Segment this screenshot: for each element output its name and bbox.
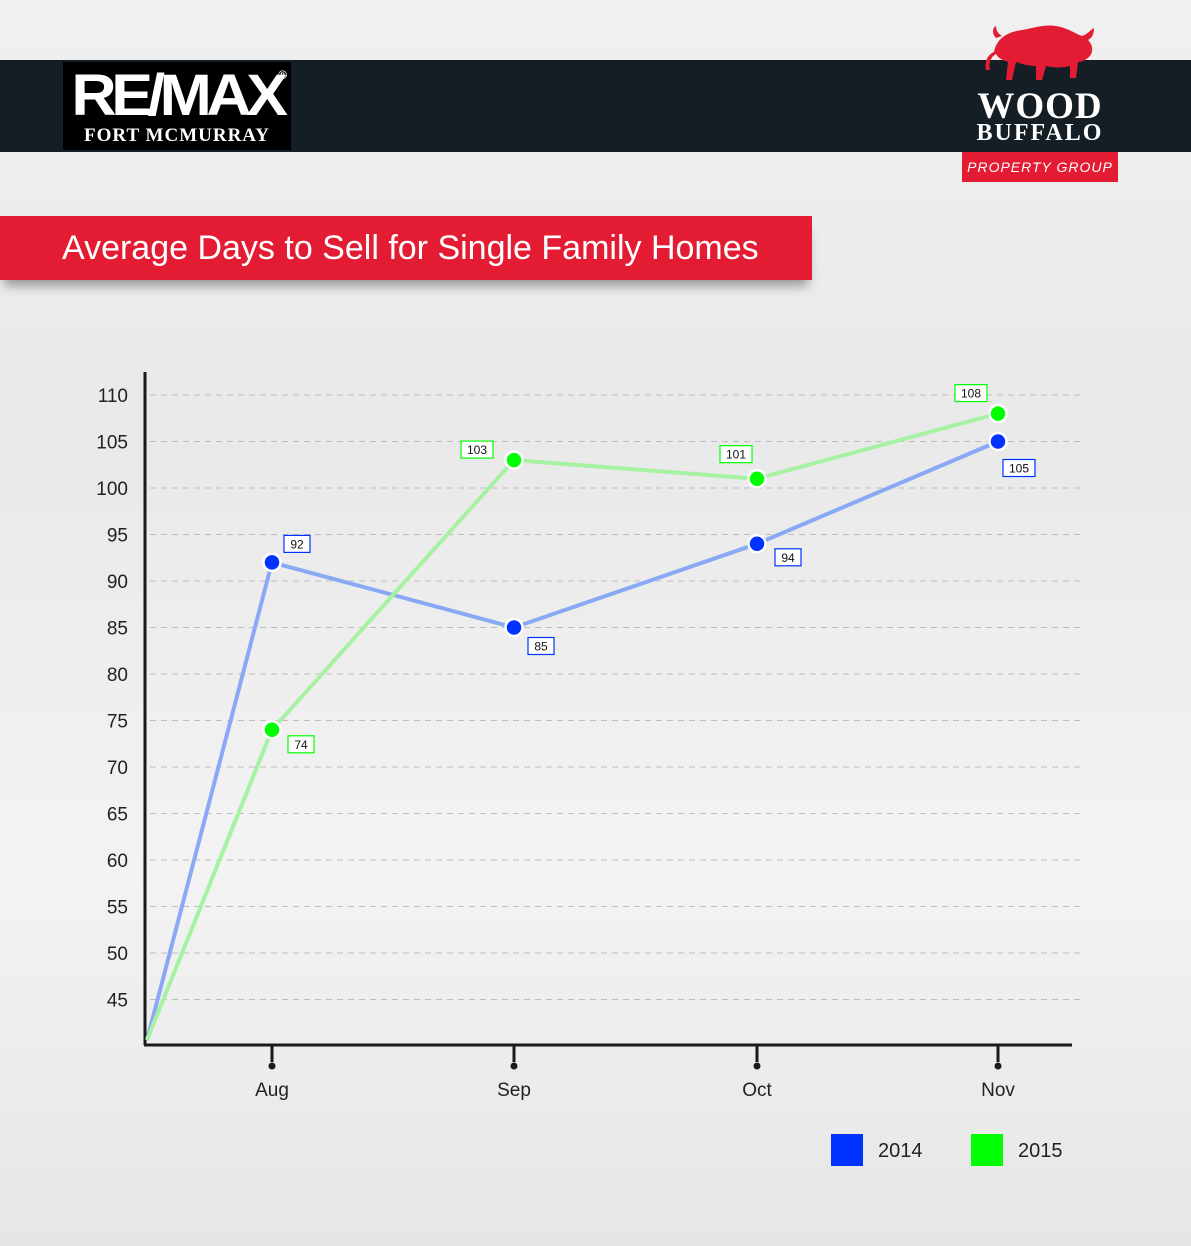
legend-swatch-2014: [831, 1134, 863, 1166]
legend-swatch-2015: [971, 1134, 1003, 1166]
data-label: 92: [290, 537, 304, 551]
y-tick-label: 55: [107, 898, 128, 919]
data-point-2015-Nov: [988, 403, 1008, 424]
y-tick-label: 60: [107, 851, 128, 872]
legend-label-2015: 2015: [1018, 1140, 1063, 1162]
x-tick-dot: [753, 1062, 761, 1070]
x-tick-label: Nov: [981, 1080, 1015, 1101]
data-label-box: [719, 445, 753, 464]
x-tick-label: Sep: [497, 1080, 531, 1101]
data-point-2015-Oct: [747, 468, 767, 489]
data-label: 103: [467, 443, 487, 457]
title-bar: Average Days to Sell for Single Family H…: [0, 216, 812, 280]
data-label: 74: [294, 738, 308, 752]
x-tick-dot: [994, 1062, 1002, 1070]
y-tick-label: 80: [107, 665, 128, 686]
y-tick-label: 85: [107, 619, 128, 640]
y-tick-label: 90: [107, 572, 128, 593]
x-tick-label: Aug: [255, 1080, 289, 1101]
property-group-badge: PROPERTY GROUP: [962, 152, 1118, 182]
remax-logo: RE/MAX ® FORT MCMURRAY: [63, 62, 291, 150]
y-tick-label: 95: [107, 526, 128, 547]
y-tick-label: 70: [107, 758, 128, 779]
legend-label-2014: 2014: [878, 1140, 923, 1162]
x-tick-dot: [510, 1062, 518, 1070]
x-tick-dot: [268, 1062, 276, 1070]
data-label: 85: [534, 640, 548, 654]
registered-mark: ®: [278, 68, 287, 82]
data-label-box: [283, 534, 311, 554]
y-tick-label: 50: [107, 944, 128, 965]
remax-wordmark: RE/MAX: [71, 63, 288, 128]
data-point-2014-Aug: [262, 552, 282, 573]
remax-city: FORT MCMURRAY: [84, 125, 270, 146]
data-label-box: [527, 636, 555, 656]
data-label: 105: [1009, 462, 1029, 476]
wood-buffalo-line2: BUFFALO: [976, 120, 1104, 146]
wood-buffalo-line1: WOOD: [977, 86, 1103, 127]
data-label-box: [954, 384, 988, 403]
data-label-box: [774, 548, 802, 567]
data-label: 101: [726, 448, 746, 462]
data-label: 94: [781, 551, 795, 565]
data-point-2015-Sep: [504, 450, 524, 470]
y-tick-label: 75: [107, 712, 128, 733]
data-point-2014-Sep: [504, 617, 524, 638]
y-tick-label: 100: [96, 479, 128, 500]
data-point-2014-Nov: [988, 431, 1008, 452]
data-label: 108: [961, 387, 981, 401]
bison-icon: [985, 25, 1094, 80]
y-tick-label: 45: [107, 991, 128, 1012]
data-point-2014-Oct: [747, 534, 767, 554]
chart-title: Average Days to Sell for Single Family H…: [62, 229, 759, 267]
data-point-2015-Aug: [262, 720, 282, 740]
y-tick-label: 65: [107, 805, 128, 826]
data-label-box: [287, 735, 315, 754]
wood-buffalo-logo: WOOD BUFFALO PROPERTY GROUP: [960, 22, 1120, 184]
y-tick-label: 105: [96, 433, 128, 454]
data-label-box: [460, 440, 494, 459]
series-line-2014: [145, 439, 999, 1041]
y-tick-label: 110: [98, 386, 128, 407]
data-label-box: [1002, 458, 1036, 478]
x-tick-label: Oct: [742, 1080, 772, 1101]
